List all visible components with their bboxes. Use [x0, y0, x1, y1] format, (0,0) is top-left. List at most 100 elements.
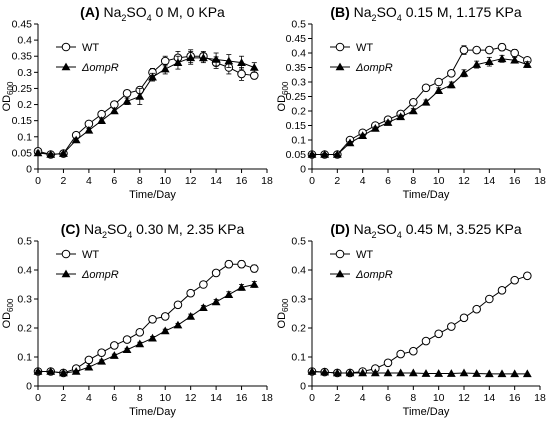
y-tick-label: 0.05 [286, 149, 307, 161]
data-point [148, 72, 157, 81]
data-point [446, 369, 456, 377]
x-tick-label: 0 [35, 175, 41, 187]
panel-title: (C) Na2SO4 0.30 M, 2.35 KPa [61, 221, 245, 240]
data-point [447, 322, 456, 331]
y-tick-label: 0.05 [12, 147, 33, 159]
legend-label: WT [82, 42, 99, 54]
data-point [33, 148, 43, 157]
data-point [383, 358, 393, 368]
data-point [249, 71, 259, 80]
legend-label: ΔompR [355, 62, 393, 74]
data-point [459, 68, 469, 77]
data-point [33, 367, 43, 375]
x-axis-label: Time/Day [129, 406, 176, 418]
series-ompr [307, 367, 532, 378]
data-point [97, 356, 107, 365]
chart-panel-c: (C) Na2SO4 0.30 M, 2.35 KPa 0 2 4 6 8 10 12 14 16… [1, 221, 273, 418]
data-point [135, 339, 145, 348]
y-tick-label: 0.3 [291, 294, 306, 306]
data-point [59, 368, 68, 377]
y-tick-label: 0.15 [286, 120, 307, 132]
x-tick-label: 8 [137, 392, 143, 404]
x-tick-label: 6 [385, 175, 391, 187]
data-point [307, 150, 317, 158]
data-point [510, 275, 519, 285]
data-point [160, 326, 170, 335]
x-tick-label: 10 [159, 175, 171, 187]
data-point [237, 69, 246, 79]
data-point [199, 280, 208, 289]
data-point [497, 54, 507, 63]
x-tick-label: 4 [360, 392, 366, 404]
series-line [311, 371, 528, 375]
data-point [186, 312, 196, 320]
x-tick-label: 0 [35, 392, 41, 404]
y-tick-label: 0.5 [291, 19, 306, 31]
x-tick-label: 12 [185, 392, 197, 404]
y-tick-label: 0.4 [17, 265, 32, 277]
data-point [173, 320, 183, 329]
data-point [510, 369, 520, 378]
data-point [211, 55, 221, 63]
x-tick-label: 6 [111, 175, 117, 187]
data-point [46, 150, 56, 158]
x-tick-label: 10 [433, 175, 445, 187]
legend-label: WT [356, 42, 373, 54]
data-point [224, 56, 234, 65]
data-point [237, 259, 246, 269]
panel-title: (D) Na2SO4 0.45 M, 3.525 KPa [330, 221, 522, 240]
y-tick-label: 0.25 [286, 91, 307, 103]
data-point [186, 53, 196, 62]
data-point [320, 150, 330, 158]
data-point [122, 345, 132, 354]
series-line [311, 275, 528, 374]
data-point [148, 315, 157, 324]
x-axis-label: Time/Day [403, 406, 450, 418]
data-point [345, 138, 355, 147]
data-point [421, 369, 431, 377]
x-tick-label: 4 [360, 175, 366, 187]
data-point [198, 53, 208, 62]
data-point [237, 58, 246, 66]
data-point [370, 124, 380, 132]
x-tick-label: 16 [509, 392, 521, 404]
y-axis-label: OD600 [276, 298, 290, 328]
legend: WT ΔompR [330, 42, 393, 74]
data-point [383, 368, 393, 377]
series-ompr [33, 280, 259, 377]
data-point [447, 69, 456, 78]
legend-label: ΔompR [81, 62, 119, 74]
y-tick-label: 0.3 [17, 294, 32, 306]
data-point [434, 329, 443, 339]
data-point [122, 88, 132, 98]
data-point [110, 341, 119, 350]
data-point [459, 313, 469, 323]
y-tick-label: 0.15 [12, 115, 33, 127]
data-point [370, 368, 380, 377]
series-line [38, 263, 255, 374]
data-point [249, 264, 259, 273]
x-tick-label: 0 [309, 175, 315, 187]
data-point [198, 303, 208, 311]
x-tick-label: 8 [137, 175, 143, 187]
data-point [71, 135, 81, 144]
x-tick-label: 14 [483, 175, 495, 187]
y-tick-label: 0.35 [12, 51, 33, 63]
series-wt [307, 42, 532, 159]
legend-marker [335, 269, 345, 278]
legend-marker [335, 249, 345, 259]
panel-title: (B) Na2SO4 0.15 M, 1.175 KPa [330, 4, 522, 23]
x-tick-label: 6 [385, 392, 391, 404]
x-tick-label: 18 [261, 175, 273, 187]
data-point [523, 271, 532, 281]
data-point [408, 368, 418, 377]
y-tick-label: 0.1 [291, 352, 306, 364]
legend: WT ΔompR [330, 249, 393, 281]
legend-marker [61, 269, 71, 278]
data-point [446, 80, 456, 89]
data-point [249, 63, 259, 71]
data-point [160, 312, 170, 321]
chart-panel-a: (A) Na2SO4 0 M, 0 KPa 0 2 4 6 8 10 12 14 16 18 0 0.0… [1, 4, 273, 201]
y-tick-label: 0.4 [291, 265, 306, 277]
data-point [160, 64, 170, 73]
